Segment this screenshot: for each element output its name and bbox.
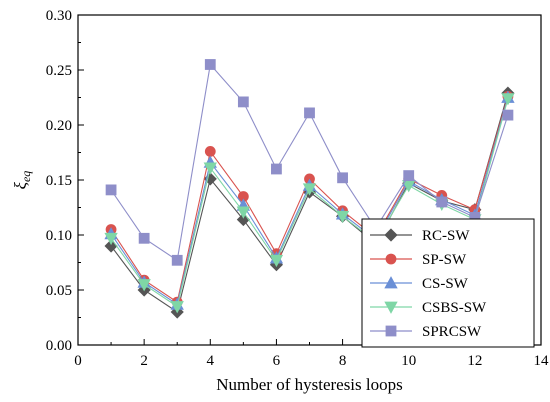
legend-item: SPRCSW [370,324,482,340]
legend: RC-SW SP-SW CS-SW CSBS-SW SPRCSW [361,218,535,348]
legend-marker [385,253,397,265]
x-tick-label: 6 [273,353,281,369]
x-tick-label: 4 [207,353,215,369]
x-tick-label: 2 [140,353,148,369]
data-point [171,254,183,266]
legend-item: SP-SW [370,252,467,268]
y-tick-label: 0.00 [46,338,72,354]
y-tick-label: 0.20 [46,118,72,134]
y-axis-title-subscript: eq [19,171,33,182]
data-point [104,232,118,246]
data-point [203,162,217,175]
y-tick-label: 0.10 [46,228,72,244]
data-point [501,93,515,106]
series-sprcsw [105,59,514,266]
y-axis-title-main: ξ [11,181,30,189]
legend-marker [384,228,398,242]
y-tick-label: 0.30 [46,8,72,24]
data-point [138,232,150,244]
data-point [271,163,282,175]
y-axis-title: ξeq [11,171,33,190]
legend-label: SP-SW [422,252,467,268]
data-point [302,183,317,196]
x-axis-title: Number of hysteresis loops [216,375,403,394]
legend-item: CS-SW [370,276,469,292]
y-tick-label: 0.15 [46,173,72,189]
data-point [436,196,448,208]
x-tick-label: 14 [534,353,550,369]
y-tick-label: 0.25 [46,63,72,79]
legend-label: CS-SW [422,276,469,292]
data-point [170,301,184,314]
legend-marker [384,276,398,289]
legend-label: CSBS-SW [422,300,487,316]
legend-label: RC-SW [422,228,470,244]
x-tick-label: 12 [467,353,482,369]
legend-item: RC-SW [370,228,470,244]
ticks-layer: 0 2 4 6 8 10 12 14 0.00 0.05 0.10 0.15 0.20 0.25 0.30 [46,8,549,369]
y-tick-label: 0.05 [46,283,72,299]
data-point [105,184,117,196]
x-tick-label: 8 [339,353,347,369]
legend-label: SPRCSW [422,324,482,340]
data-point [269,254,284,268]
data-point [337,172,348,184]
x-tick-label: 0 [74,353,82,369]
legend-marker [384,301,398,314]
data-point [304,107,315,119]
data-point [502,109,514,121]
data-point [204,59,216,70]
data-point [335,210,350,224]
legend-marker [385,325,397,337]
data-point [236,206,251,219]
data-point [237,96,249,108]
data-point [204,145,216,157]
data-point [403,170,415,182]
legend-item: CSBS-SW [370,300,487,316]
data-point [137,279,151,292]
x-tick-label: 10 [401,353,416,369]
